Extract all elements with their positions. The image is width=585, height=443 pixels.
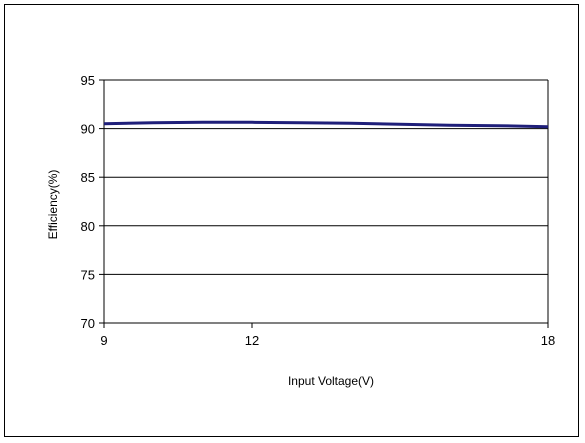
series-line <box>103 120 549 129</box>
y-tick-label: 75 <box>81 267 95 282</box>
y-tick-label: 80 <box>81 219 95 234</box>
y-tick-label: 85 <box>81 170 95 185</box>
y-axis-label: Efficiency(%) <box>46 170 60 240</box>
x-axis-label: Input Voltage(V) <box>288 374 374 388</box>
y-tick-label: 70 <box>81 316 95 331</box>
y-tick-label: 95 <box>81 73 95 88</box>
x-tick-label: 12 <box>245 333 259 348</box>
y-tick-label: 90 <box>81 122 95 137</box>
x-tick-label: 9 <box>100 333 107 348</box>
chart-frame <box>4 4 579 437</box>
x-tick-label: 18 <box>541 333 555 348</box>
